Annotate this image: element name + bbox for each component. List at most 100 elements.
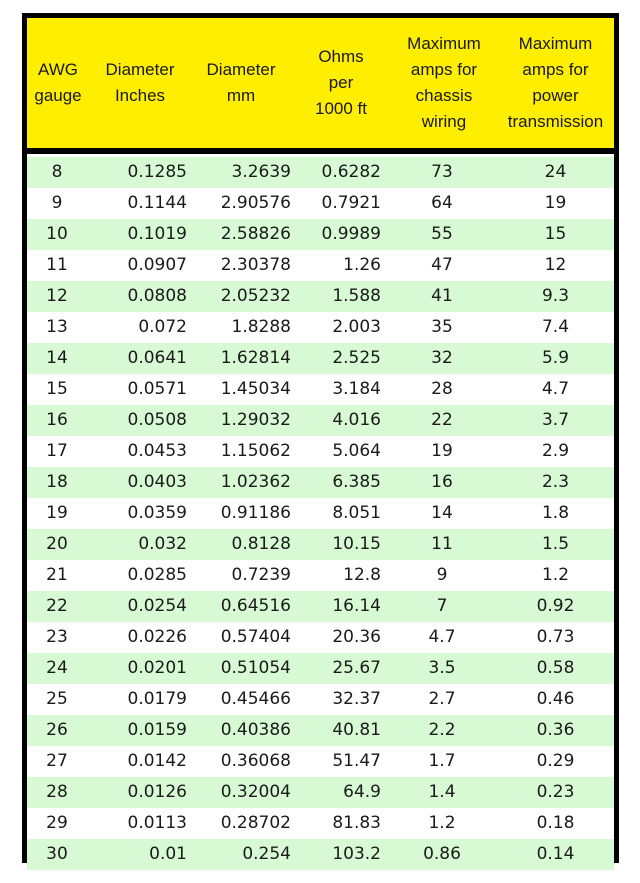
table-row: 14 0.0641 1.62814 2.525 32 5.9 — [27, 343, 614, 374]
cell-ohms-per-1000ft: 1.588 — [332, 286, 381, 306]
awg-table: AWG gauge Diameter Inches Diameter mm Oh… — [22, 13, 619, 870]
cell-diameter-mm: 1.45034 — [220, 379, 291, 399]
cell-diameter-inches: 0.0403 — [127, 472, 187, 492]
cell-awg-gauge: 17 — [46, 441, 68, 461]
table-row: 18 0.0403 1.02362 6.385 16 2.3 — [27, 467, 614, 498]
cell-max-amps-power: 4.7 — [541, 379, 570, 399]
table-row: 28 0.0126 0.32004 64.9 1.4 0.23 — [27, 777, 614, 808]
cell-max-amps-chassis: 14 — [431, 503, 453, 523]
cell-diameter-inches: 0.0142 — [127, 751, 187, 771]
cell-max-amps-chassis: 3.5 — [428, 658, 456, 678]
cell-diameter-inches: 0.1144 — [127, 193, 187, 213]
cell-diameter-inches: 0.1019 — [127, 224, 187, 244]
cell-diameter-inches: 0.0285 — [127, 565, 187, 585]
table-row: 9 0.1144 2.90576 0.7921 64 19 — [27, 188, 614, 219]
table-row: 8 0.1285 3.2639 0.6282 73 24 — [27, 157, 614, 188]
header-max-amps-chassis: Maximum amps for chassis wiring — [407, 34, 481, 131]
table-row: 23 0.0226 0.57404 20.36 4.7 0.73 — [27, 622, 614, 653]
cell-ohms-per-1000ft: 10.15 — [332, 534, 381, 554]
cell-ohms-per-1000ft: 64.9 — [343, 782, 381, 802]
cell-diameter-mm: 2.30378 — [220, 255, 291, 275]
cell-max-amps-power: 3.7 — [541, 410, 570, 430]
cell-max-amps-chassis: 73 — [431, 162, 453, 182]
cell-max-amps-power: 5.9 — [541, 348, 570, 368]
header-max-amps-power: Maximum amps for power transmission — [507, 34, 604, 131]
cell-ohms-per-1000ft: 1.26 — [343, 255, 381, 275]
table-header: AWG gauge Diameter Inches Diameter mm Oh… — [27, 18, 614, 148]
cell-max-amps-power: 1.2 — [541, 565, 570, 585]
cell-diameter-inches: 0.0808 — [127, 286, 187, 306]
cell-awg-gauge: 11 — [46, 255, 68, 275]
table-row: 26 0.0159 0.40386 40.81 2.2 0.36 — [27, 715, 614, 746]
header-divider — [27, 148, 614, 154]
cell-max-amps-chassis: 41 — [431, 286, 453, 306]
cell-diameter-inches: 0.0201 — [127, 658, 187, 678]
cell-diameter-inches: 0.0508 — [127, 410, 187, 430]
cell-ohms-per-1000ft: 103.2 — [332, 844, 381, 864]
cell-diameter-mm: 0.7239 — [231, 565, 291, 585]
cell-diameter-inches: 0.0359 — [127, 503, 187, 523]
cell-ohms-per-1000ft: 25.67 — [332, 658, 381, 678]
table-row: 29 0.0113 0.28702 81.83 1.2 0.18 — [27, 808, 614, 839]
cell-diameter-mm: 0.57404 — [220, 627, 291, 647]
cell-max-amps-power: 15 — [544, 224, 567, 244]
table-row: 10 0.1019 2.58826 0.9989 55 15 — [27, 219, 614, 250]
cell-awg-gauge: 30 — [46, 844, 68, 864]
cell-max-amps-power: 0.46 — [536, 689, 575, 709]
header-ohms-per-1000ft: Ohms per 1000 ft — [315, 47, 367, 118]
cell-max-amps-power: 0.18 — [536, 813, 575, 833]
cell-awg-gauge: 9 — [51, 193, 63, 213]
cell-awg-gauge: 23 — [46, 627, 68, 647]
cell-max-amps-chassis: 19 — [431, 441, 453, 461]
cell-max-amps-chassis: 7 — [436, 596, 448, 616]
cell-diameter-mm: 0.51054 — [220, 658, 291, 678]
table-row: 21 0.0285 0.7239 12.8 9 1.2 — [27, 560, 614, 591]
cell-diameter-mm: 0.8128 — [231, 534, 291, 554]
header-awg-gauge: AWG gauge — [34, 60, 82, 105]
cell-max-amps-power: 1.5 — [541, 534, 570, 554]
cell-max-amps-chassis: 0.86 — [423, 844, 461, 864]
cell-diameter-inches: 0.01 — [149, 844, 187, 864]
table-row: 15 0.0571 1.45034 3.184 28 4.7 — [27, 374, 614, 405]
table-row: 13 0.072 1.8288 2.003 35 7.4 — [27, 312, 614, 343]
cell-max-amps-chassis: 11 — [431, 534, 453, 554]
cell-max-amps-chassis: 2.7 — [428, 689, 456, 709]
cell-ohms-per-1000ft: 0.9989 — [321, 224, 381, 244]
cell-diameter-inches: 0.072 — [138, 317, 187, 337]
cell-awg-gauge: 26 — [46, 720, 68, 740]
cell-diameter-inches: 0.0159 — [127, 720, 187, 740]
cell-max-amps-chassis: 32 — [431, 348, 453, 368]
cell-awg-gauge: 29 — [46, 813, 68, 833]
cell-ohms-per-1000ft: 20.36 — [332, 627, 381, 647]
cell-diameter-inches: 0.0179 — [127, 689, 187, 709]
table-row: 17 0.0453 1.15062 5.064 19 2.9 — [27, 436, 614, 467]
cell-diameter-mm: 0.91186 — [220, 503, 291, 523]
cell-ohms-per-1000ft: 0.7921 — [321, 193, 381, 213]
table-row: 24 0.0201 0.51054 25.67 3.5 0.58 — [27, 653, 614, 684]
cell-diameter-mm: 0.28702 — [220, 813, 291, 833]
cell-awg-gauge: 24 — [46, 658, 68, 678]
cell-awg-gauge: 27 — [46, 751, 68, 771]
cell-diameter-inches: 0.032 — [138, 534, 187, 554]
table-body: 8 0.1285 3.2639 0.6282 73 24 9 0.1144 2.90576 0.7… — [27, 157, 614, 870]
cell-diameter-inches: 0.0571 — [127, 379, 187, 399]
cell-diameter-inches: 0.0453 — [127, 441, 187, 461]
cell-max-amps-power: 0.36 — [536, 720, 575, 740]
cell-max-amps-power: 0.23 — [536, 782, 575, 802]
table-row: 22 0.0254 0.64516 16.14 7 0.92 — [27, 591, 614, 622]
cell-awg-gauge: 14 — [46, 348, 68, 368]
cell-awg-gauge: 8 — [51, 162, 63, 182]
cell-max-amps-power: 7.4 — [541, 317, 570, 337]
cell-max-amps-chassis: 2.2 — [428, 720, 456, 740]
cell-diameter-mm: 1.29032 — [220, 410, 291, 430]
cell-diameter-inches: 0.0907 — [127, 255, 187, 275]
table-row: 12 0.0808 2.05232 1.588 41 9.3 — [27, 281, 614, 312]
cell-max-amps-power: 0.29 — [536, 751, 575, 771]
cell-max-amps-power: 1.8 — [541, 503, 570, 523]
cell-ohms-per-1000ft: 51.47 — [332, 751, 381, 771]
cell-ohms-per-1000ft: 0.6282 — [321, 162, 381, 182]
cell-max-amps-chassis: 9 — [436, 565, 448, 585]
cell-ohms-per-1000ft: 32.37 — [332, 689, 381, 709]
cell-awg-gauge: 13 — [46, 317, 68, 337]
cell-ohms-per-1000ft: 12.8 — [343, 565, 381, 585]
